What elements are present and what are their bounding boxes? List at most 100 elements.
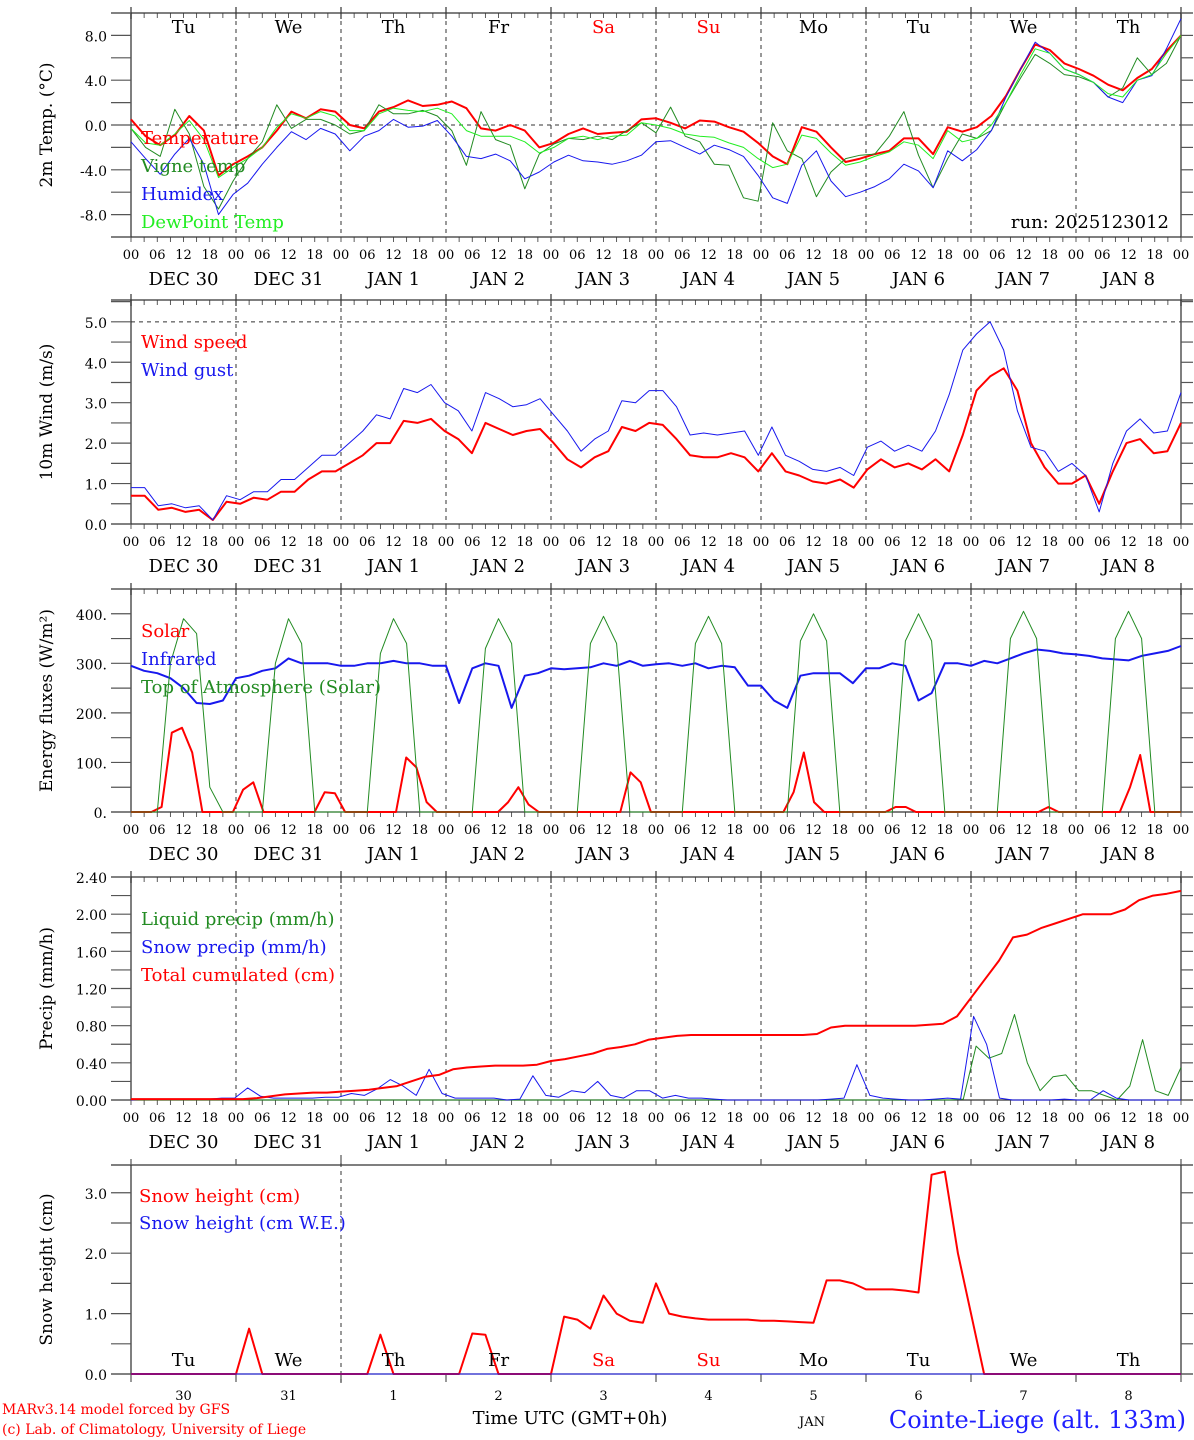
weekday-label: Th xyxy=(382,17,406,38)
weekday-label: We xyxy=(275,1350,303,1371)
y-axis-title: Energy fluxes (W/m²) xyxy=(37,609,57,792)
hour-label: 00 xyxy=(543,248,560,263)
weekday-label: Mo xyxy=(799,1350,828,1371)
date-label: JAN 1 xyxy=(365,844,420,865)
hour-label: 18 xyxy=(831,248,848,263)
legend-entry: Snow height (cm) xyxy=(139,1186,300,1207)
weekday-label: We xyxy=(1010,17,1038,38)
hour-label: 18 xyxy=(201,248,218,263)
date-label: JAN 7 xyxy=(995,269,1050,290)
hour-label: 18 xyxy=(936,535,953,550)
hour-label: 00 xyxy=(333,535,350,550)
hour-label: 18 xyxy=(831,1111,848,1126)
hour-label: 00 xyxy=(228,1111,245,1126)
date-label: JAN 4 xyxy=(680,844,735,865)
hour-label: 18 xyxy=(936,1111,953,1126)
hour-label: 00 xyxy=(333,248,350,263)
date-label: DEC 31 xyxy=(254,1132,324,1153)
weekday-label: We xyxy=(1010,1350,1038,1371)
hour-label: 18 xyxy=(621,535,638,550)
hour-label: 12 xyxy=(910,248,927,263)
hour-label: 12 xyxy=(280,248,297,263)
date-label: DEC 30 xyxy=(149,844,219,865)
hour-label: 18 xyxy=(411,535,428,550)
day-number-label: 30 xyxy=(175,1389,192,1404)
series-line-infrared xyxy=(130,645,1182,709)
hour-label: 12 xyxy=(700,248,717,263)
y-tick-label: 1.60 xyxy=(76,945,107,961)
hour-label: 06 xyxy=(359,535,376,550)
hour-label: 06 xyxy=(989,535,1006,550)
hour-label: 18 xyxy=(621,248,638,263)
series-line-liquid-precip-mm-h- xyxy=(131,1014,1182,1101)
time-axis-label: Time UTC (GMT+0h) xyxy=(473,1408,668,1429)
legend-entry: Liquid precip (mm/h) xyxy=(141,909,335,930)
date-label: JAN 7 xyxy=(995,1132,1050,1153)
hour-label: 18 xyxy=(621,823,638,838)
hour-label: 18 xyxy=(831,823,848,838)
hour-label: 18 xyxy=(201,535,218,550)
hour-label: 06 xyxy=(779,248,796,263)
hour-label-final: 00 xyxy=(1173,1111,1190,1126)
date-label: JAN 4 xyxy=(680,269,735,290)
legend-entry: DewPoint Temp xyxy=(141,212,284,233)
y-tick-label: 4.0 xyxy=(85,356,107,372)
hour-label: 18 xyxy=(936,248,953,263)
hour-label: 18 xyxy=(1146,1111,1163,1126)
hour-label: 18 xyxy=(306,535,323,550)
hour-label: 12 xyxy=(385,1111,402,1126)
hour-label: 18 xyxy=(516,248,533,263)
hour-label: 06 xyxy=(464,248,481,263)
y-tick-label: -8.0 xyxy=(80,209,107,225)
hour-label-final: 00 xyxy=(1173,535,1190,550)
hour-label: 12 xyxy=(910,823,927,838)
hour-label: 00 xyxy=(858,535,875,550)
hour-label: 06 xyxy=(149,248,166,263)
date-label: JAN 2 xyxy=(470,844,525,865)
hour-label: 00 xyxy=(648,248,665,263)
station-label: Cointe-Liege (alt. 133m) xyxy=(889,1406,1186,1434)
legend-entry: Total cumulated (cm) xyxy=(141,965,335,986)
hour-label: 06 xyxy=(779,823,796,838)
y-tick-label: 2.0 xyxy=(85,1247,107,1263)
hour-label: 18 xyxy=(936,823,953,838)
y-tick-label: 0. xyxy=(94,806,107,822)
weekday-label: Tu xyxy=(907,1350,931,1371)
hour-label: 06 xyxy=(359,1111,376,1126)
hour-label: 00 xyxy=(963,1111,980,1126)
hour-label: 12 xyxy=(700,535,717,550)
date-label: DEC 31 xyxy=(254,269,324,290)
hour-label: 00 xyxy=(333,1111,350,1126)
hour-label: 12 xyxy=(700,823,717,838)
hour-label: 12 xyxy=(805,535,822,550)
hour-label: 18 xyxy=(621,1111,638,1126)
day-number-label: 4 xyxy=(704,1389,712,1404)
hour-label: 06 xyxy=(149,1111,166,1126)
date-label: JAN 3 xyxy=(575,556,630,577)
hour-label: 06 xyxy=(884,248,901,263)
y-tick-label: 2.40 xyxy=(76,871,107,887)
y-tick-label: 5.0 xyxy=(85,316,107,332)
series-line-top-of-atmosphere-solar- xyxy=(131,610,1181,813)
panel-energy: 400. 300. 200. 100. 0. Energy fluxes (W/m²) So… xyxy=(37,583,1193,865)
hour-label: 18 xyxy=(306,248,323,263)
date-label: JAN 6 xyxy=(890,269,945,290)
y-axis-title: Snow height (cm) xyxy=(37,1193,57,1345)
hour-label: 00 xyxy=(543,535,560,550)
date-label: JAN 3 xyxy=(575,269,630,290)
y-tick-label: 0.40 xyxy=(76,1057,107,1073)
y-tick-label: 1.0 xyxy=(85,1308,107,1324)
series-line-snow-precip-mm-h- xyxy=(130,1015,1181,1101)
date-label: JAN 4 xyxy=(680,1132,735,1153)
legend-entry: Infrared xyxy=(141,649,216,670)
y-axis-title: 2m Temp. (°C) xyxy=(37,62,57,187)
hour-label: 06 xyxy=(779,535,796,550)
hour-label: 18 xyxy=(411,1111,428,1126)
day-number-label: 7 xyxy=(1019,1389,1027,1404)
weekday-label: Mo xyxy=(799,17,828,38)
hour-label: 12 xyxy=(1120,1111,1137,1126)
hour-label: 06 xyxy=(464,535,481,550)
hour-label: 18 xyxy=(1041,823,1058,838)
legend-entry: Solar xyxy=(141,621,190,642)
hour-label: 00 xyxy=(543,1111,560,1126)
